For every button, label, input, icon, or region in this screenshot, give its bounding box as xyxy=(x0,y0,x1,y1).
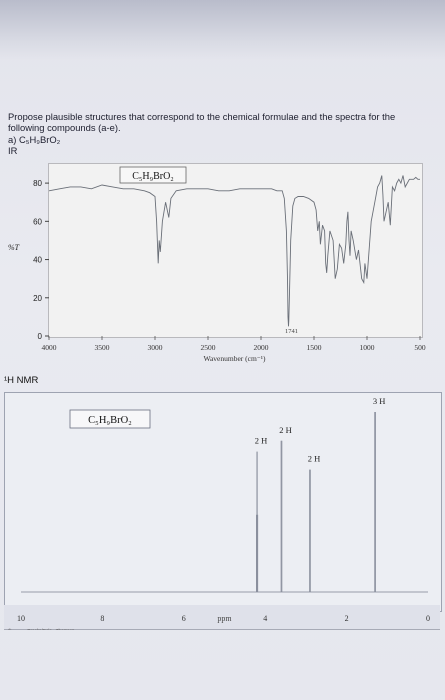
nmr-x-tick-label: 6 xyxy=(182,614,186,623)
ir-formula: C₅H₉BrO₂ xyxy=(132,171,174,182)
peak-annotation: 1741 xyxy=(285,328,298,335)
nmr-axis-band xyxy=(4,605,440,630)
nmr-x-tick-label: 0 xyxy=(426,614,430,623)
y-tick-label: 0 xyxy=(38,332,43,341)
ir-spectrum-line xyxy=(48,175,420,327)
y-tick-label: 20 xyxy=(33,294,42,303)
nmr-x-axis-title: ppm xyxy=(217,614,232,623)
compound-label: a) C₅H₉BrO₂ xyxy=(8,133,61,145)
x-tick-label: 500 xyxy=(414,343,426,352)
nmr-x-tick-label: 4 xyxy=(263,614,267,623)
top-shadow xyxy=(0,0,445,60)
x-tick-label: 2500 xyxy=(201,343,216,352)
nmr-heading: ¹H NMR xyxy=(4,375,39,386)
x-tick-label: 4000 xyxy=(42,343,57,352)
ir-heading: IR xyxy=(8,145,18,157)
ir-spectrum-chart: 80 60 40 20 0 %T 4000 3500 3000 2500 2000 1500 1000 5… xyxy=(8,166,426,363)
nmr-formula: C₅H₉BrO₂ xyxy=(88,415,132,426)
ir-plot-area xyxy=(48,163,423,338)
nmr-x-tick-label: 2 xyxy=(345,614,349,623)
y-tick-label: 40 xyxy=(33,256,42,265)
nmr-x-tick-label: 8 xyxy=(100,614,104,623)
peak-integral-label: 2 H xyxy=(308,454,321,464)
x-tick-label: 1000 xyxy=(360,343,375,352)
x-tick-label: 1500 xyxy=(307,343,322,352)
y-tick-label: 60 xyxy=(33,217,42,226)
peak-integral-label: 2 H xyxy=(279,425,292,435)
x-axis-title: Wavenumber (cm⁻¹) xyxy=(203,354,266,363)
formula-box xyxy=(119,166,187,184)
peak-integral-label: 2 H xyxy=(255,436,268,446)
x-tick-label: 2000 xyxy=(254,343,269,352)
x-tick-label: 3000 xyxy=(148,343,163,352)
problem-statement: Propose plausible structures that corres… xyxy=(8,111,438,157)
instruction-line: Propose plausible structures that corres… xyxy=(8,111,396,122)
nmr-spectrum-chart: C₅H₉BrO₂ 2 H 2 H 2 H 3 H 10 8 6 4 2 0 ppm © ▬▬▬ Broo… xyxy=(8,396,430,630)
instruction-line-2: following compounds (a-e). xyxy=(8,122,121,134)
nmr-formula-box xyxy=(69,409,151,429)
copyright-footer: © ▬▬▬ Brooks/Cole · Thomson xyxy=(8,627,75,630)
y-axis-title: %T xyxy=(8,243,20,252)
peak-integral-label: 3 H xyxy=(373,396,386,406)
x-tick-label: 3500 xyxy=(95,343,110,352)
nmr-x-tick-label: 10 xyxy=(17,614,25,623)
y-tick-label: 80 xyxy=(33,179,42,188)
